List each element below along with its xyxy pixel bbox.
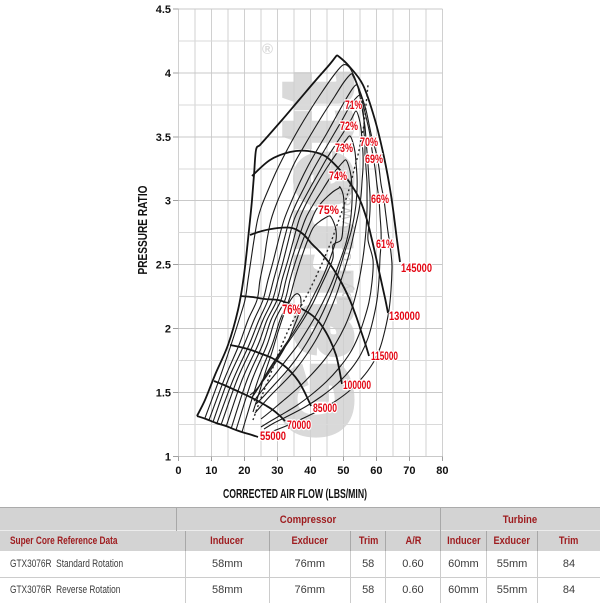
- svg-text:PRESSURE RATIO: PRESSURE RATIO: [135, 186, 150, 275]
- svg-text:2.5: 2.5: [156, 260, 171, 272]
- svg-text:85000: 85000: [313, 401, 337, 415]
- svg-text:1.5: 1.5: [156, 387, 171, 399]
- svg-text:76%: 76%: [282, 302, 301, 317]
- svg-text:73%: 73%: [335, 141, 353, 155]
- svg-text:40: 40: [304, 465, 316, 477]
- svg-text:61%: 61%: [376, 237, 394, 251]
- svg-text:145000: 145000: [401, 261, 432, 275]
- svg-text:130000: 130000: [389, 309, 420, 323]
- svg-text:70%: 70%: [360, 135, 378, 149]
- svg-text:10: 10: [205, 465, 217, 477]
- svg-text:100000: 100000: [343, 378, 371, 392]
- svg-text:3.5: 3.5: [156, 132, 171, 144]
- svg-text:70000: 70000: [287, 418, 311, 432]
- svg-text:115000: 115000: [371, 349, 398, 363]
- svg-text:69%: 69%: [365, 152, 383, 166]
- svg-text:80: 80: [436, 465, 448, 477]
- svg-text:70: 70: [403, 465, 415, 477]
- svg-text:55000: 55000: [260, 429, 286, 443]
- svg-text:72%: 72%: [340, 119, 358, 133]
- svg-text:71%: 71%: [345, 98, 362, 112]
- svg-text:74%: 74%: [329, 169, 347, 183]
- svg-text:0: 0: [175, 465, 181, 477]
- svg-text:75%: 75%: [318, 203, 339, 217]
- svg-text:4.5: 4.5: [156, 4, 171, 16]
- svg-text:30: 30: [271, 465, 283, 477]
- svg-text:1: 1: [165, 451, 171, 463]
- svg-text:4: 4: [165, 68, 172, 80]
- svg-text:60: 60: [370, 465, 382, 477]
- svg-text:3: 3: [165, 196, 171, 208]
- svg-text:66%: 66%: [371, 192, 389, 206]
- svg-text:50: 50: [337, 465, 349, 477]
- svg-text:2: 2: [165, 324, 171, 336]
- svg-text:CORRECTED AIR FLOW (LBS/MIN): CORRECTED AIR FLOW (LBS/MIN): [223, 487, 367, 501]
- svg-text:®: ®: [262, 41, 273, 58]
- svg-text:20: 20: [238, 465, 250, 477]
